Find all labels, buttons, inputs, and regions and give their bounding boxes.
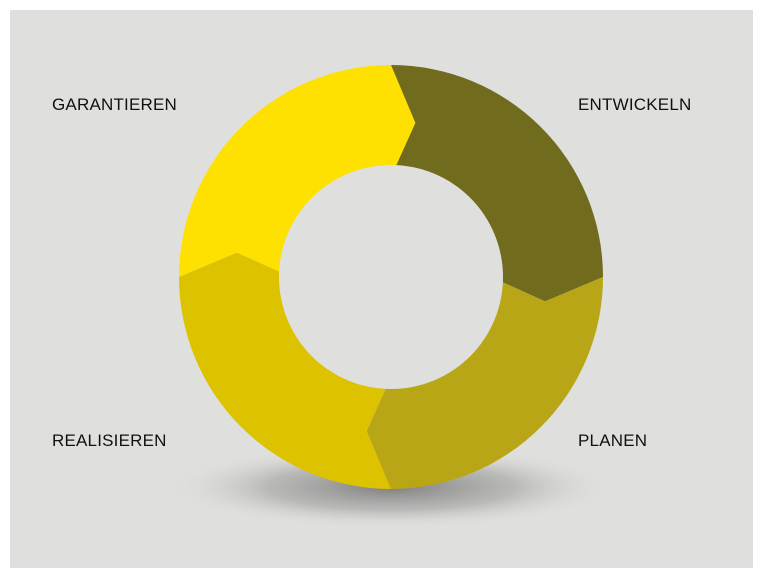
- stage-label-planen: PLANEN: [578, 431, 648, 450]
- ring-center: [279, 165, 503, 389]
- stage-label-realisieren: REALISIEREN: [52, 431, 167, 450]
- ring-segment-garantieren: [179, 65, 416, 277]
- stage-label-entwickeln: ENTWICKELN: [578, 95, 692, 114]
- stage-label-garantieren: GARANTIEREN: [52, 95, 177, 114]
- ring-segment-realisieren: [179, 252, 391, 489]
- ring-segment-planen: [366, 277, 603, 489]
- ring-segment-entwickeln: [391, 65, 603, 302]
